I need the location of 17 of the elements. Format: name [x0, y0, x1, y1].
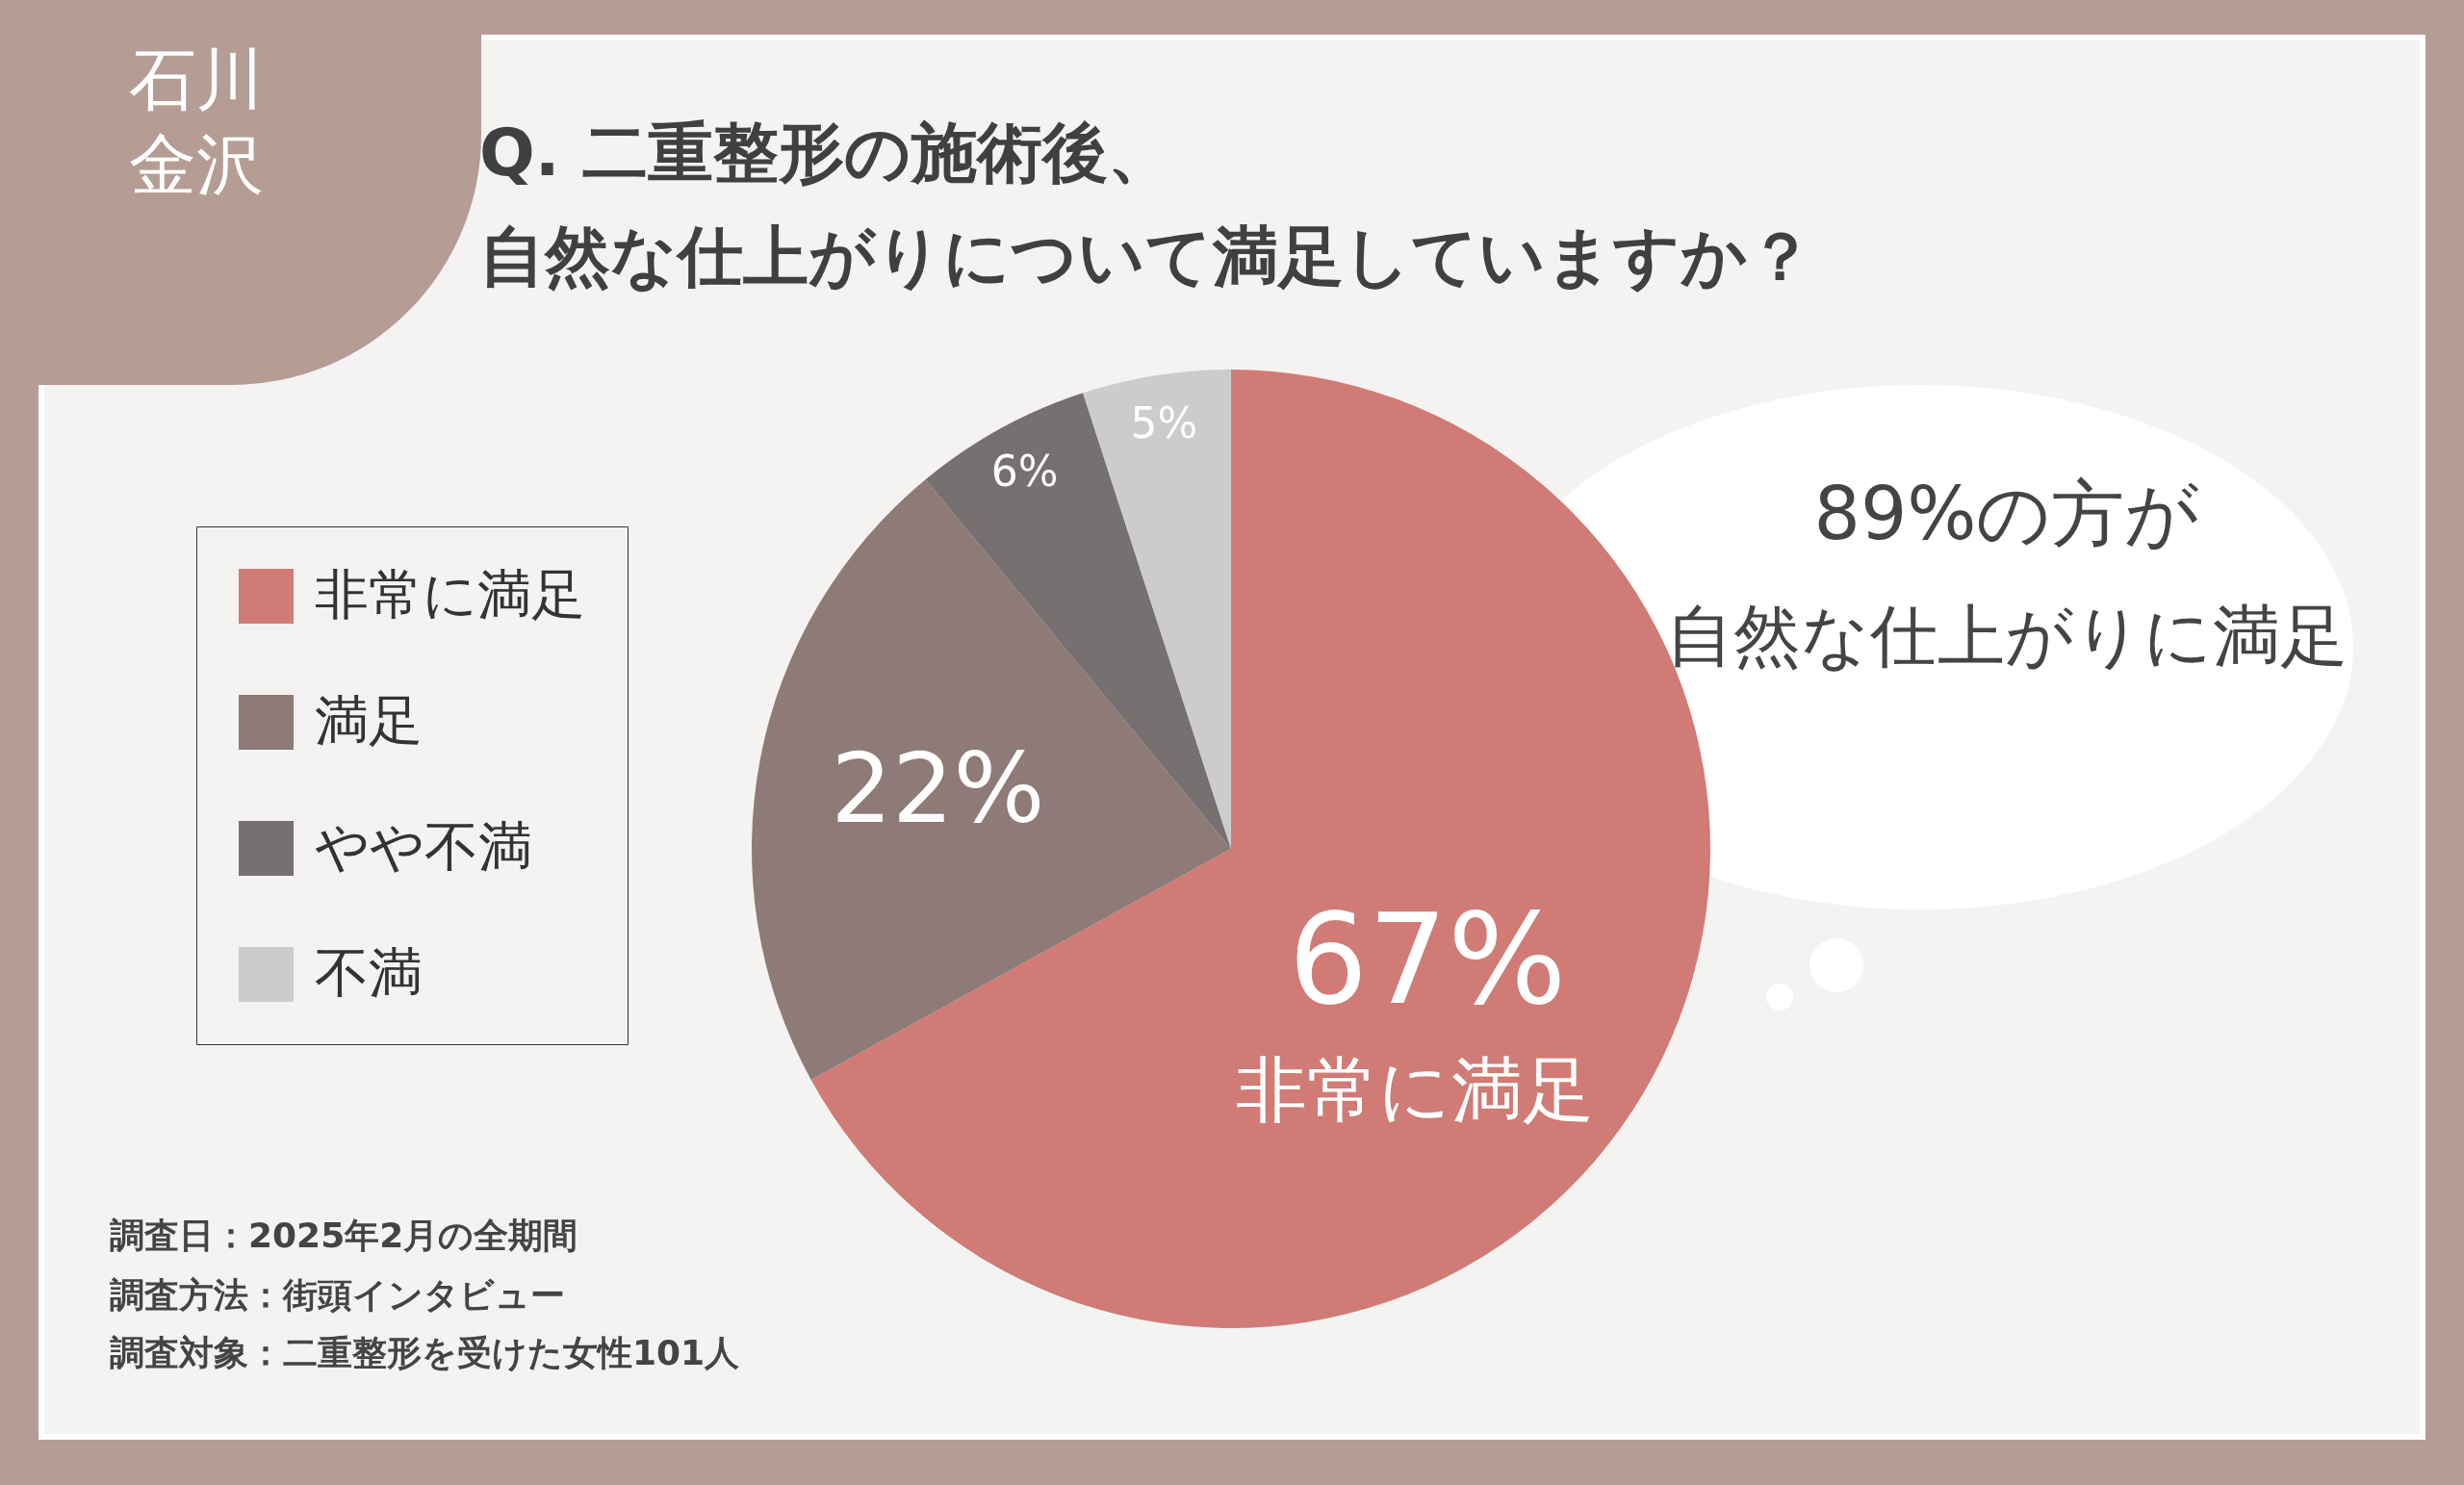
text: 89%の方が	[1813, 471, 2200, 556]
text: 石川	[129, 40, 264, 119]
text: 金沢	[129, 125, 264, 204]
text: 調査方法：街頭インタビュー	[110, 1275, 565, 1315]
data-label: 67%	[1288, 885, 1567, 1033]
legend-label: やや不満	[315, 814, 532, 878]
text: 調査対象：二重整形を受けた女性101人	[110, 1333, 740, 1372]
legend-label: 非常に満足	[315, 562, 585, 626]
pie-slice	[1083, 370, 1231, 849]
text: 非常に満足	[1236, 1048, 1594, 1131]
data-label: 6%	[990, 447, 1059, 497]
text: 自然な仕上がりに満足	[1666, 597, 2348, 676]
text: 調査日：2025年2月の全期間	[110, 1216, 578, 1255]
chart-title: Q. 二重整形の施術後、自然な仕上がりについて満足していますか？	[479, 115, 1813, 294]
legend-label: 不満	[315, 940, 423, 1004]
data-label: 22%	[831, 731, 1045, 845]
legend-label: 満足	[315, 688, 423, 752]
